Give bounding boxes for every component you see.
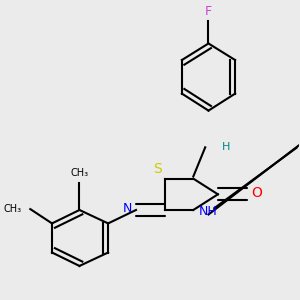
Text: S: S: [153, 162, 161, 176]
Text: NH: NH: [198, 205, 217, 218]
Text: H: H: [222, 142, 230, 152]
Text: CH₃: CH₃: [70, 168, 88, 178]
Text: O: O: [251, 186, 262, 200]
Text: N: N: [122, 202, 132, 215]
Text: CH₃: CH₃: [3, 204, 21, 214]
Text: F: F: [205, 4, 212, 17]
